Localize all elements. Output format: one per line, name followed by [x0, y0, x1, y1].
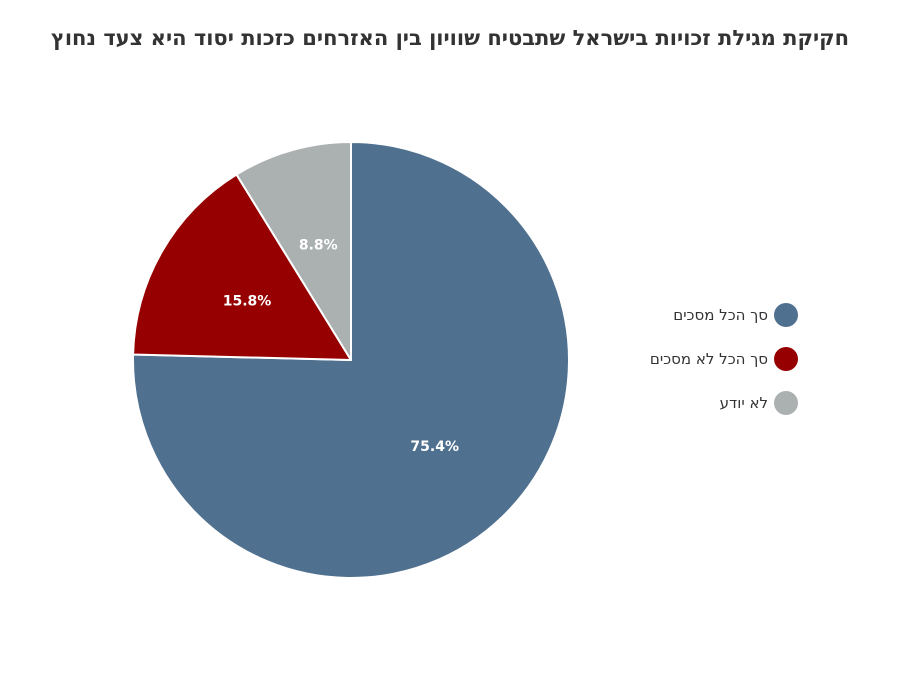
legend-marker-1 — [774, 347, 798, 371]
pie-slice-labels: 75.4% 15.8% 8.8% — [223, 238, 459, 455]
legend-item-0[interactable]: סך הכל מסכים — [650, 302, 798, 328]
legend-label-2: לא יודע — [719, 394, 768, 412]
pie-slice-label-2: 8.8% — [299, 238, 338, 254]
pie-slice-label-1: 15.8% — [223, 293, 272, 309]
pie-slices — [132, 141, 570, 579]
legend-marker-2 — [774, 391, 798, 415]
legend-label-1: סך הכל לא מסכים — [649, 350, 768, 368]
chart-title: חקיקת מגילת זכויות בישראל שתבטיח שוויון … — [50, 26, 850, 50]
legend-marker-0 — [774, 303, 798, 327]
legend-item-2[interactable]: לא יודע — [650, 390, 798, 416]
legend: סך הכל מסכים סך הכל לא מסכים לא יודע — [650, 302, 798, 434]
legend-item-1[interactable]: סך הכל לא מסכים — [650, 346, 798, 372]
pie-slice-label-0: 75.4% — [410, 439, 459, 455]
pie-slice-1 — [132, 173, 352, 361]
pie-slice-2 — [235, 141, 352, 361]
legend-label-0: סך הכל מסכים — [673, 306, 768, 324]
